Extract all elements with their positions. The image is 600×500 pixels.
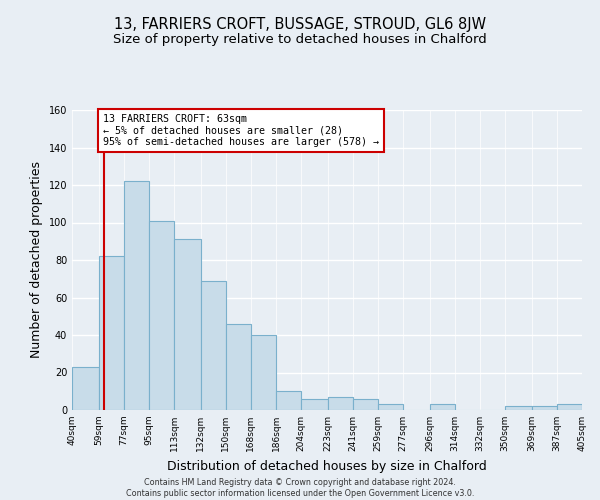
Bar — [276, 391, 301, 410]
Text: Contains HM Land Registry data © Crown copyright and database right 2024.
Contai: Contains HM Land Registry data © Crown c… — [126, 478, 474, 498]
Bar — [174, 240, 200, 410]
Y-axis label: Number of detached properties: Number of detached properties — [30, 162, 43, 358]
Bar — [301, 399, 328, 410]
Bar — [505, 406, 532, 410]
Bar — [430, 404, 455, 410]
Bar — [557, 404, 582, 410]
Text: Size of property relative to detached houses in Chalford: Size of property relative to detached ho… — [113, 32, 487, 46]
Bar — [149, 220, 174, 410]
Text: 13, FARRIERS CROFT, BUSSAGE, STROUD, GL6 8JW: 13, FARRIERS CROFT, BUSSAGE, STROUD, GL6… — [114, 18, 486, 32]
Bar — [378, 404, 403, 410]
Bar — [532, 406, 557, 410]
Text: 13 FARRIERS CROFT: 63sqm
← 5% of detached houses are smaller (28)
95% of semi-de: 13 FARRIERS CROFT: 63sqm ← 5% of detache… — [103, 114, 379, 147]
Bar — [124, 181, 149, 410]
Bar — [98, 256, 124, 410]
Bar — [251, 335, 276, 410]
Bar — [226, 324, 251, 410]
Bar — [353, 399, 378, 410]
X-axis label: Distribution of detached houses by size in Chalford: Distribution of detached houses by size … — [167, 460, 487, 472]
Bar — [328, 397, 353, 410]
Bar — [200, 280, 226, 410]
Bar — [72, 367, 98, 410]
